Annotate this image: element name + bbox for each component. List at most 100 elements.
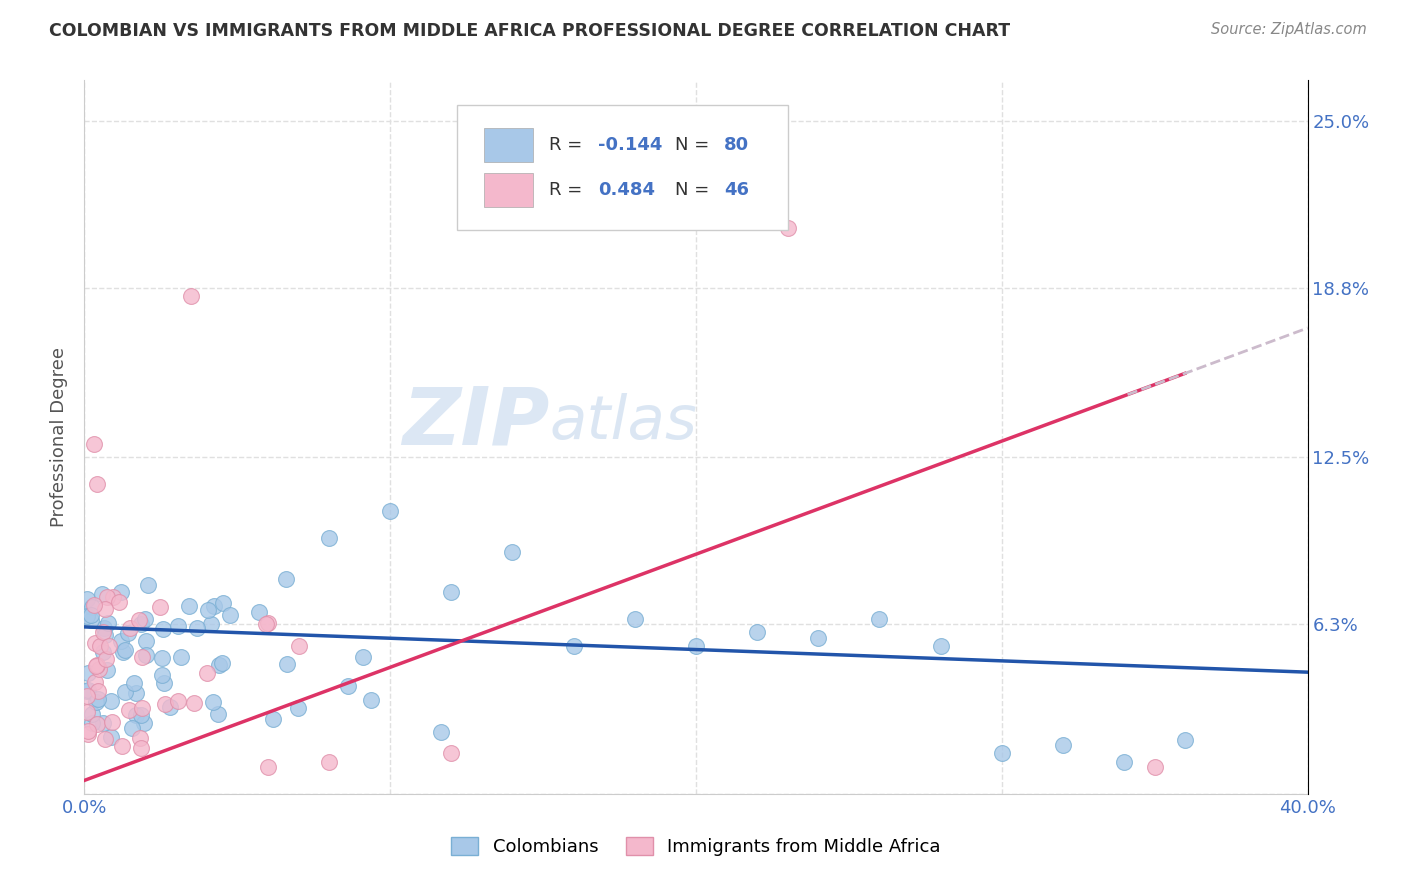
Point: [87, 683, 110, 698]
Point: [101, 714, 124, 729]
Point: [114, 684, 136, 698]
Point: [685, 639, 707, 653]
Point: [136, 578, 159, 592]
Point: [257, 760, 280, 774]
Point: [76, 665, 98, 680]
Point: [159, 699, 181, 714]
Point: [125, 708, 148, 723]
Point: [132, 715, 155, 730]
Point: [776, 221, 799, 235]
Point: [100, 693, 122, 707]
Point: [83, 598, 105, 612]
Point: [200, 616, 222, 631]
Point: [153, 698, 176, 712]
Point: [129, 616, 152, 631]
Point: [96, 663, 118, 677]
Point: [1052, 739, 1074, 753]
Point: [86, 477, 108, 491]
Point: [76, 591, 98, 606]
Point: [201, 695, 224, 709]
Point: [79, 613, 101, 627]
Point: [991, 747, 1014, 761]
Point: [502, 544, 524, 558]
Legend: Colombians, Immigrants from Middle Africa: Colombians, Immigrants from Middle Afric…: [444, 830, 948, 863]
Point: [90, 587, 112, 601]
Point: [94, 652, 117, 666]
Point: [80, 600, 103, 615]
Point: [1114, 755, 1136, 769]
Point: [86, 716, 108, 731]
Point: [152, 651, 174, 665]
Point: [179, 599, 201, 614]
Point: [93, 621, 115, 635]
Point: [624, 612, 647, 626]
Point: [247, 605, 270, 619]
Point: [352, 649, 374, 664]
Point: [287, 700, 309, 714]
Point: [82, 706, 104, 721]
Point: [262, 712, 284, 726]
Point: [87, 691, 110, 706]
Point: [77, 682, 100, 697]
Text: 46: 46: [724, 181, 749, 199]
Point: [360, 692, 382, 706]
Point: [337, 680, 360, 694]
Point: [1143, 760, 1166, 774]
Point: [80, 716, 103, 731]
Text: 0.484: 0.484: [598, 181, 655, 199]
Point: [83, 437, 105, 451]
Point: [118, 621, 141, 635]
Point: [152, 675, 174, 690]
Point: [91, 625, 114, 640]
Point: [276, 572, 298, 586]
Point: [110, 633, 132, 648]
Point: [76, 608, 98, 623]
Text: N =: N =: [675, 136, 716, 154]
Point: [169, 649, 191, 664]
Point: [254, 616, 277, 631]
Point: [183, 696, 205, 710]
Point: [747, 625, 769, 640]
Point: [96, 590, 118, 604]
Point: [79, 607, 101, 622]
Point: [318, 531, 340, 545]
Point: [129, 740, 152, 755]
Point: [135, 633, 157, 648]
Point: [128, 613, 150, 627]
Point: [110, 739, 132, 754]
Point: [94, 732, 117, 747]
Point: [180, 289, 202, 303]
Point: [76, 705, 98, 719]
Point: [84, 658, 107, 673]
Point: [129, 708, 152, 723]
Point: [202, 599, 225, 614]
Point: [135, 648, 157, 662]
Point: [212, 596, 235, 610]
Point: [131, 701, 153, 715]
Point: [114, 643, 136, 657]
FancyBboxPatch shape: [484, 173, 533, 207]
Point: [318, 755, 340, 769]
Point: [97, 615, 120, 630]
FancyBboxPatch shape: [484, 128, 533, 162]
Point: [110, 584, 132, 599]
Y-axis label: Professional Degree: Professional Degree: [51, 347, 69, 527]
Point: [77, 727, 100, 741]
Point: [100, 731, 122, 745]
Point: [380, 504, 402, 518]
Point: [91, 645, 114, 659]
Point: [430, 725, 453, 739]
Point: [94, 628, 117, 642]
Point: [152, 622, 174, 636]
Point: [219, 608, 242, 623]
Point: [929, 639, 952, 653]
Point: [208, 657, 231, 672]
Point: [440, 747, 463, 761]
Point: [76, 684, 98, 698]
Point: [86, 658, 108, 673]
Point: [1174, 733, 1197, 747]
Text: R =: R =: [550, 136, 588, 154]
Point: [76, 689, 98, 703]
Point: [101, 591, 124, 605]
Point: [87, 663, 110, 677]
